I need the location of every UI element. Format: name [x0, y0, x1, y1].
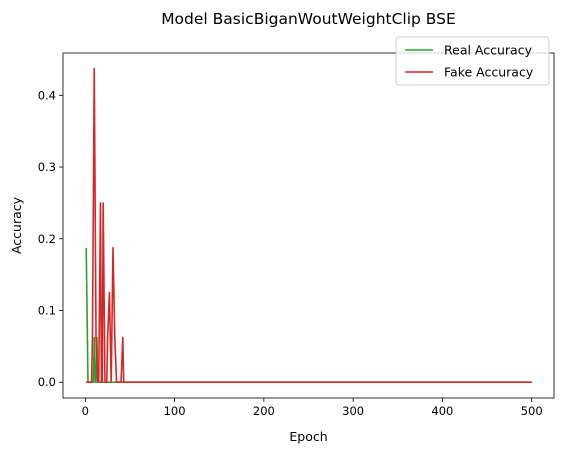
y-tick-label: 0.3	[38, 160, 56, 174]
legend-label-fake: Fake Accuracy	[444, 65, 534, 80]
x-axis-ticks: 0 100 200 300 400 500	[82, 398, 543, 418]
x-tick-label: 200	[253, 404, 275, 418]
x-tick-label: 400	[431, 404, 453, 418]
y-tick-label: 0.2	[38, 232, 56, 246]
y-tick-label: 0.1	[38, 303, 56, 317]
y-tick-label: 0.0	[38, 375, 56, 389]
plot-area: 0 100 200 300 400 500 0.0 0.1 0.2 0.3 0.4	[38, 52, 555, 418]
series-layer	[85, 67, 532, 384]
x-tick-label: 300	[342, 404, 364, 418]
x-tick-label: 0	[82, 404, 89, 418]
legend-box	[395, 36, 550, 86]
x-tick-label: 100	[164, 404, 186, 418]
y-axis-label: Accuracy	[9, 196, 24, 254]
x-tick-label: 500	[521, 404, 543, 418]
y-tick-label: 0.4	[38, 88, 56, 102]
legend-label-real: Real Accuracy	[444, 43, 533, 58]
legend: Real Accuracy Fake Accuracy	[395, 36, 550, 86]
y-axis-ticks: 0.0 0.1 0.2 0.3 0.4	[38, 88, 63, 389]
series-line-fake-accuracy	[86, 67, 532, 384]
plot-frame	[62, 52, 555, 399]
x-axis-label: Epoch	[289, 429, 327, 444]
chart-title: Model BasicBiganWoutWeightClip BSE	[161, 10, 456, 28]
